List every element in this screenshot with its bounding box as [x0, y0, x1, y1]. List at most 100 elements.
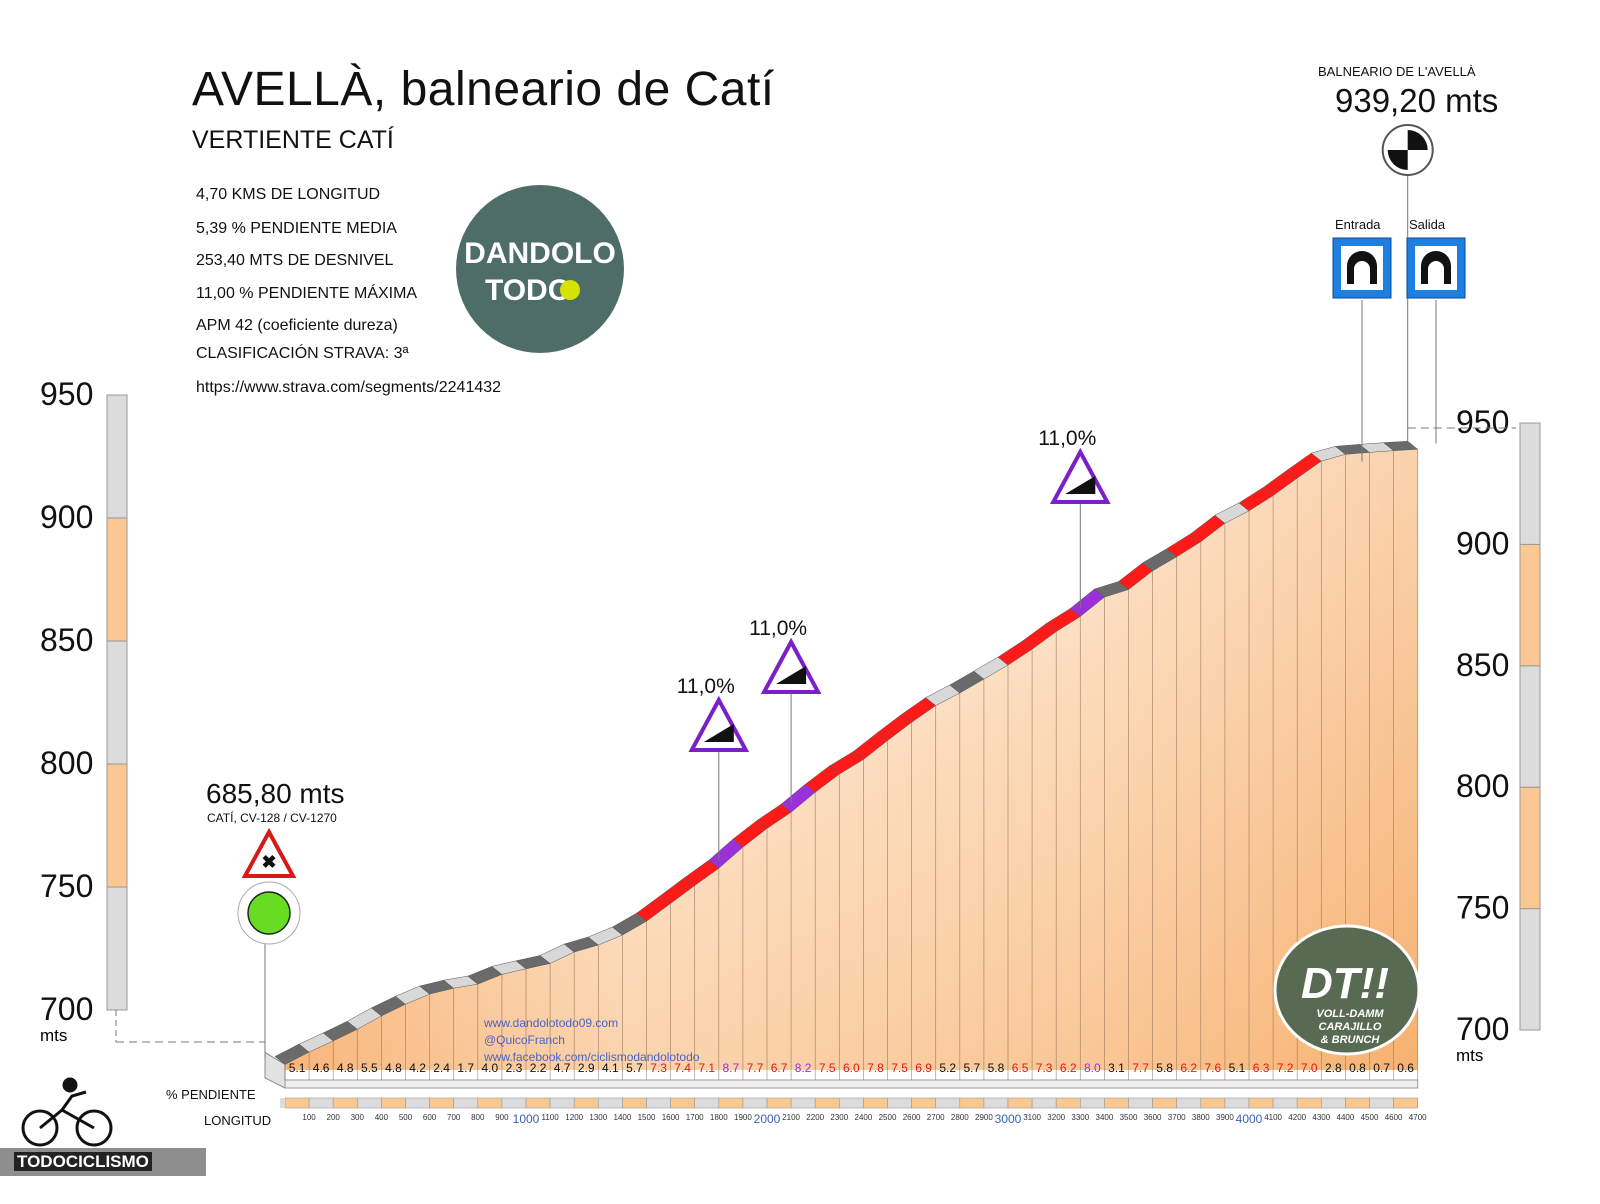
- gradient-value-label: 2.8: [1325, 1061, 1342, 1075]
- footer-brand-rest: radio.com: [0, 1180, 75, 1199]
- right-axis-tick-label: 700: [1456, 1011, 1509, 1047]
- gradient-value-label: 7.5: [891, 1061, 908, 1075]
- finish-icon-quadrant: [1387, 150, 1408, 170]
- distance-axis-band: [332, 1097, 358, 1109]
- gradient-value-label: 6.2: [1180, 1061, 1197, 1075]
- gradient-value-label: 7.5: [819, 1061, 836, 1075]
- distance-axis-band: [1393, 1097, 1418, 1109]
- distance-tick-label: 1500: [638, 1113, 656, 1122]
- distance-tick-label: 4600: [1385, 1113, 1403, 1122]
- dt-logo-line3: & BRUNCH: [1321, 1034, 1381, 1046]
- distance-axis-band: [718, 1097, 744, 1109]
- distance-axis-band: [1345, 1097, 1370, 1109]
- distance-tick-label: 1700: [686, 1113, 704, 1122]
- max-gradient-label: 11,0%: [1038, 427, 1096, 450]
- gradient-value-label: 4.2: [409, 1061, 426, 1075]
- distance-tick-label: 1800: [710, 1113, 728, 1122]
- gradient-value-label: 0.7: [1373, 1061, 1390, 1075]
- distance-tick-label: 900: [495, 1113, 509, 1122]
- summit-altitude: 939,20 mts: [1335, 82, 1499, 119]
- gradient-value-label: 2.3: [506, 1061, 523, 1075]
- gradient-value-label: 6.0: [843, 1061, 860, 1075]
- distance-axis-band: [573, 1097, 599, 1109]
- credit-twitter[interactable]: @QuicoFranch: [484, 1033, 565, 1047]
- cyclist-icon: [21, 1077, 113, 1147]
- distance-axis-band: [1031, 1097, 1057, 1109]
- left-axis-band: [106, 763, 128, 888]
- footer-brand-bold: TODOCICLISMO: [14, 1152, 152, 1171]
- distance-axis-band: [1248, 1097, 1274, 1109]
- left-axis-band: [106, 640, 128, 765]
- gradient-value-label: 2.4: [433, 1061, 450, 1075]
- distance-tick-label: 2200: [806, 1113, 824, 1122]
- distance-tick-label: 3200: [1047, 1113, 1065, 1122]
- distance-axis-band: [838, 1097, 864, 1109]
- distance-axis-band: [429, 1097, 455, 1109]
- gradient-value-label: 4.1: [602, 1061, 619, 1075]
- distance-tick-label: 2700: [927, 1113, 945, 1122]
- credit-website[interactable]: www.dandolotodo09.com: [484, 1016, 619, 1030]
- gradient-value-label: 0.6: [1397, 1061, 1414, 1075]
- distance-axis-band: [814, 1097, 840, 1109]
- right-axis-tick-label: 750: [1456, 890, 1509, 926]
- gradient-value-label: 7.3: [1036, 1061, 1053, 1075]
- distance-axis-band: [622, 1097, 647, 1109]
- gradient-value-label: 3.1: [1108, 1061, 1125, 1075]
- distance-tick-label: 1100: [541, 1113, 559, 1122]
- left-axis-unit: mts: [40, 1026, 67, 1045]
- distance-tick-label: 2500: [879, 1113, 897, 1122]
- distance-tick-label: 1900: [734, 1113, 752, 1122]
- distance-tick-label: 3800: [1192, 1113, 1210, 1122]
- gradient-value-label: 5.7: [964, 1061, 981, 1075]
- distance-axis-band: [1200, 1097, 1226, 1109]
- profile-fill-overlay: [285, 449, 1418, 1070]
- distance-axis-band: [863, 1097, 888, 1109]
- distance-tick-label: 200: [327, 1113, 341, 1122]
- start-green-circle: [247, 891, 291, 935]
- left-axis-band: [106, 394, 128, 519]
- right-axis-tick-label: 900: [1456, 525, 1509, 561]
- distance-tick-label: 2600: [903, 1113, 921, 1122]
- finish-icon-quadrant: [1407, 130, 1428, 150]
- gradient-value-label: 6.9: [915, 1061, 932, 1075]
- distance-tick-label: 3700: [1168, 1113, 1186, 1122]
- credit-facebook[interactable]: www.facebook.com/ciclismodandolotodo: [484, 1050, 700, 1064]
- distance-tick-label: 4500: [1361, 1113, 1379, 1122]
- gradient-value-label: 4.7: [554, 1061, 571, 1075]
- distance-tick-label: 3900: [1216, 1113, 1234, 1122]
- distance-tick-label: 1000: [513, 1112, 540, 1126]
- distance-axis-band: [766, 1097, 792, 1109]
- gradient-warning-sign: [1049, 447, 1111, 504]
- gradient-value-label: 5.7: [626, 1061, 643, 1075]
- distance-axis-band: [453, 1097, 479, 1109]
- distance-axis-band: [597, 1097, 623, 1109]
- gradient-value-label: 7.7: [1132, 1061, 1149, 1075]
- gradient-value-label: 7.6: [1205, 1061, 1222, 1075]
- gradient-sign-slope: [776, 666, 807, 684]
- start-road: CATÍ, CV-128 / CV-1270: [207, 811, 337, 825]
- left-axis-tick-label: 800: [40, 745, 93, 781]
- start-altitude: 685,80 mts: [206, 778, 345, 809]
- gradient-value-label: 8.2: [795, 1061, 812, 1075]
- distance-tick-label: 1200: [565, 1113, 583, 1122]
- gradient-value-label: 7.0: [1301, 1061, 1318, 1075]
- gradient-sign-slope: [703, 724, 734, 742]
- footer-brand: TODOCICLISMO radio.com: [0, 1148, 206, 1199]
- distance-tick-label: 2000: [754, 1112, 781, 1126]
- distance-axis-band: [1321, 1097, 1346, 1109]
- distance-tick-label: 3500: [1120, 1113, 1138, 1122]
- distance-axis-band: [549, 1097, 575, 1109]
- gradient-value-label: 0.8: [1349, 1061, 1366, 1075]
- right-axis-band: [1519, 908, 1541, 1031]
- gradient-warning-sign: [760, 637, 822, 694]
- distance-tick-label: 2400: [855, 1113, 873, 1122]
- gradient-value-label: 7.2: [1277, 1061, 1294, 1075]
- distance-axis-band: [525, 1097, 551, 1109]
- distance-axis-band: [911, 1097, 936, 1109]
- summit-name: BALNEARIO DE L'AVELLÀ: [1318, 64, 1476, 79]
- right-axis-band: [1519, 665, 1541, 788]
- crossroad-icon: ✖: [261, 852, 276, 872]
- distance-tick-label: 3300: [1071, 1113, 1089, 1122]
- page-subtitle: VERTIENTE CATÍ: [192, 126, 394, 154]
- strava-link[interactable]: https://www.strava.com/segments/2241432: [196, 379, 502, 396]
